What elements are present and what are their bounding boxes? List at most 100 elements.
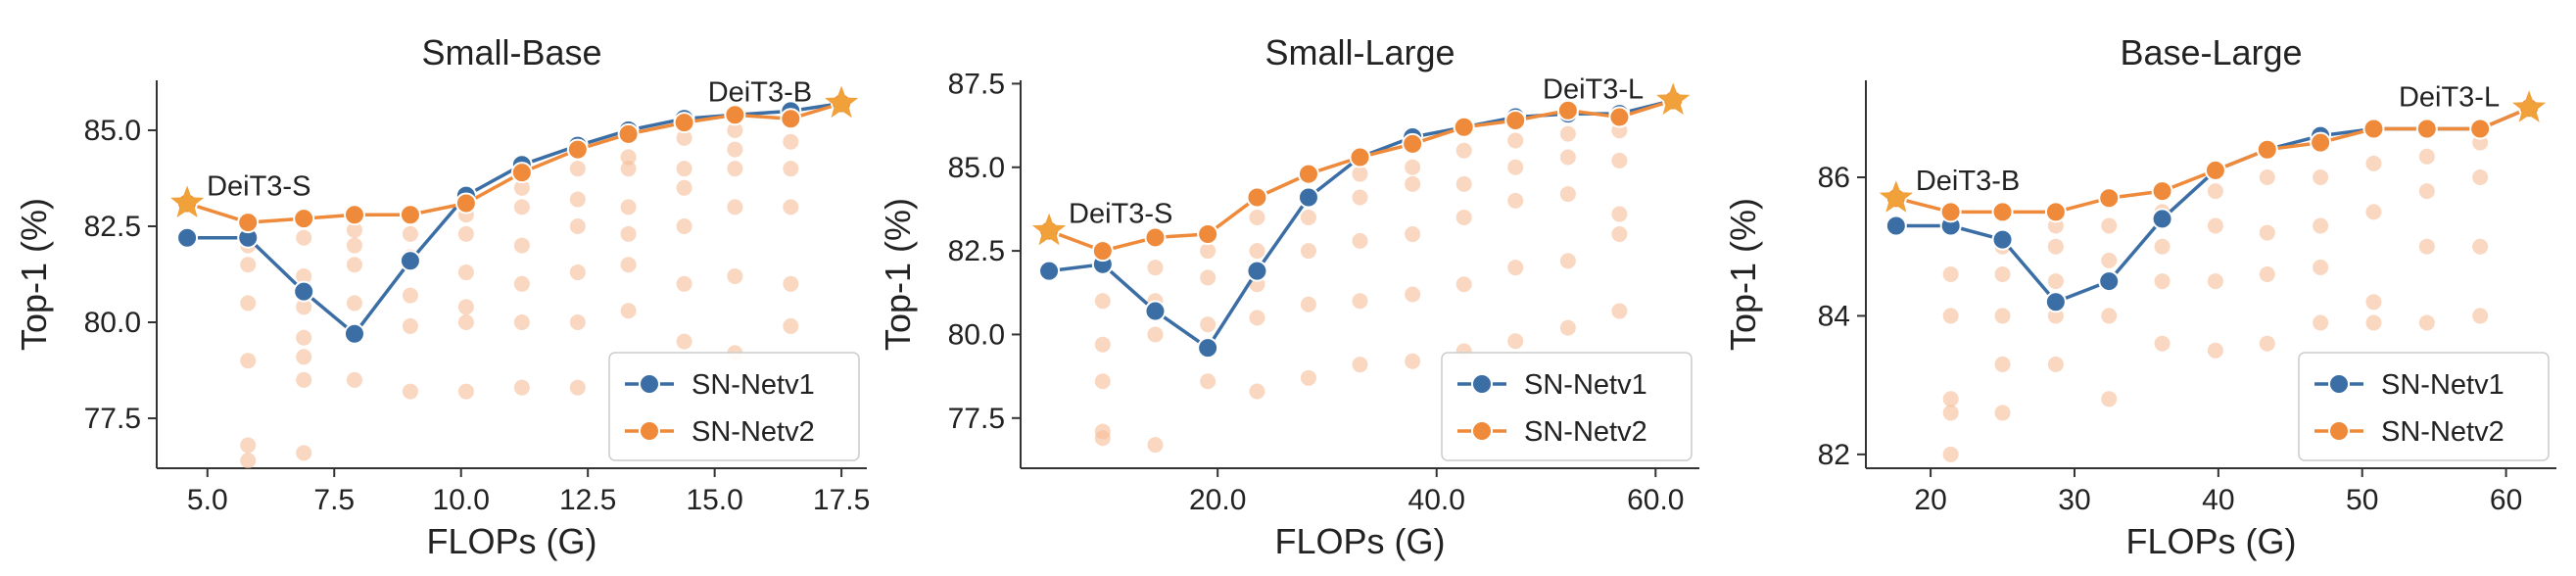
scatter-point bbox=[296, 349, 312, 365]
x-tick-label: 40 bbox=[2202, 484, 2234, 516]
scatter-point bbox=[783, 275, 799, 292]
scatter-point bbox=[1300, 369, 1316, 386]
anchor-label: DeiT3-L bbox=[2399, 81, 2500, 113]
series-point-sn-netv1 bbox=[399, 250, 421, 272]
scatter-point bbox=[2207, 217, 2223, 234]
scatter-point bbox=[569, 191, 586, 208]
scatter-point bbox=[727, 121, 743, 138]
legend: SN-Netv1 SN-Netv2 bbox=[1441, 352, 1693, 461]
scatter-point bbox=[1942, 405, 1959, 421]
scatter-point bbox=[1507, 159, 1524, 175]
series-point-sn-netv2 bbox=[1939, 201, 1962, 223]
scatter-point bbox=[1300, 209, 1316, 225]
x-tick-label: 20 bbox=[1914, 484, 1946, 516]
scatter-point bbox=[727, 161, 743, 177]
scatter-point bbox=[2313, 259, 2329, 275]
anchor-star bbox=[825, 85, 859, 119]
scatter-point bbox=[402, 383, 418, 400]
y-axis-label: Top-1 (%) bbox=[14, 198, 54, 351]
series-point-sn-netv2 bbox=[2310, 131, 2332, 154]
scatter-point bbox=[240, 295, 257, 312]
x-tick-label: 12.5 bbox=[559, 484, 616, 516]
scatter-point bbox=[2365, 314, 2382, 331]
anchor-star bbox=[1656, 82, 1691, 115]
scatter-point bbox=[2259, 169, 2275, 185]
series-point-sn-netv2 bbox=[2469, 118, 2492, 140]
scatter-point bbox=[2207, 183, 2223, 200]
series-point-sn-netv1 bbox=[1144, 300, 1167, 322]
x-tick-label: 60.0 bbox=[1627, 484, 1684, 516]
legend-box bbox=[2298, 352, 2550, 461]
scatter-point bbox=[2365, 294, 2382, 311]
legend-box bbox=[1441, 352, 1693, 461]
scatter-point bbox=[1249, 243, 1265, 260]
scatter-point bbox=[1352, 293, 1368, 310]
scatter-point bbox=[1147, 326, 1164, 343]
scatter-point bbox=[1249, 209, 1265, 225]
series-point-sn-netv2 bbox=[237, 212, 260, 234]
legend-marker bbox=[1471, 373, 1493, 395]
series-point-sn-netv1 bbox=[2044, 291, 2067, 313]
x-tick-label: 30 bbox=[2058, 484, 2090, 516]
x-tick-label: 20.0 bbox=[1189, 484, 1246, 516]
series-point-sn-netv2 bbox=[780, 108, 802, 130]
series-point-sn-netv1 bbox=[176, 226, 199, 249]
scatter-point bbox=[1200, 269, 1216, 286]
series-point-sn-netv2 bbox=[2256, 138, 2278, 161]
legend: SN-Netv1 SN-Netv2 bbox=[2298, 352, 2550, 461]
scatter-point bbox=[1994, 356, 2011, 372]
scatter-point bbox=[1405, 226, 1421, 243]
scatter-point bbox=[783, 161, 799, 177]
scatter-point bbox=[1455, 209, 1472, 225]
scatter-point bbox=[457, 264, 474, 281]
scatter-point bbox=[346, 257, 362, 273]
y-axis-label: Top-1 (%) bbox=[1723, 198, 1763, 351]
series-point-sn-netv1 bbox=[1297, 186, 1319, 209]
scatter-point bbox=[457, 314, 474, 331]
scatter-point bbox=[457, 225, 474, 242]
legend-label: SN-Netv2 bbox=[692, 416, 815, 448]
anchor-label: DeiT3-B bbox=[1916, 166, 2020, 197]
scatter-point bbox=[513, 179, 530, 196]
scatter-point bbox=[620, 161, 637, 177]
scatter-point bbox=[2418, 183, 2435, 200]
y-tick-label: 85.0 bbox=[948, 152, 1005, 184]
scatter-point bbox=[1200, 373, 1216, 390]
x-axis-label: FLOPs (G) bbox=[426, 521, 596, 561]
chart-title: Base-Large bbox=[2120, 32, 2302, 72]
scatter-point bbox=[240, 453, 257, 469]
scatter-point bbox=[2313, 217, 2329, 234]
scatter-point bbox=[727, 141, 743, 158]
scatter-point bbox=[676, 217, 692, 234]
series-point-sn-netv2 bbox=[1608, 106, 1631, 128]
scatter-point bbox=[2101, 217, 2118, 234]
scatter-point bbox=[620, 149, 637, 166]
scatter-point bbox=[2472, 169, 2489, 185]
scatter-point bbox=[1994, 308, 2011, 324]
scatter-point bbox=[513, 199, 530, 216]
legend-label: SN-Netv1 bbox=[1524, 369, 1647, 401]
series-point-sn-netv2 bbox=[724, 104, 746, 126]
scatter-point bbox=[569, 264, 586, 281]
legend-marker bbox=[2328, 420, 2350, 442]
scatter-point bbox=[1405, 159, 1421, 175]
scatter-point bbox=[620, 257, 637, 273]
scatter-point bbox=[2418, 148, 2435, 165]
scatter-point bbox=[2259, 266, 2275, 282]
scatter-point bbox=[402, 225, 418, 242]
y-tick-label: 80.0 bbox=[84, 307, 141, 339]
series-point-sn-netv2 bbox=[1402, 132, 1424, 155]
scatter-point bbox=[727, 199, 743, 216]
scatter-point bbox=[2207, 273, 2223, 290]
anchor-label: DeiT3-B bbox=[708, 77, 812, 109]
x-tick-label: 10.0 bbox=[433, 484, 490, 516]
scatter-point bbox=[1352, 232, 1368, 249]
scatter-point bbox=[676, 129, 692, 146]
scatter-point bbox=[2207, 342, 2223, 359]
scatter-point bbox=[569, 314, 586, 331]
chart-panel-3: Base-Large 20 30 40 50 60 82 84 86 FLOPs (G) Top-1… bbox=[1723, 32, 2556, 561]
scatter-point bbox=[1559, 149, 1576, 166]
scatter-point bbox=[1611, 226, 1628, 243]
y-tick-label: 82.5 bbox=[948, 235, 1005, 267]
